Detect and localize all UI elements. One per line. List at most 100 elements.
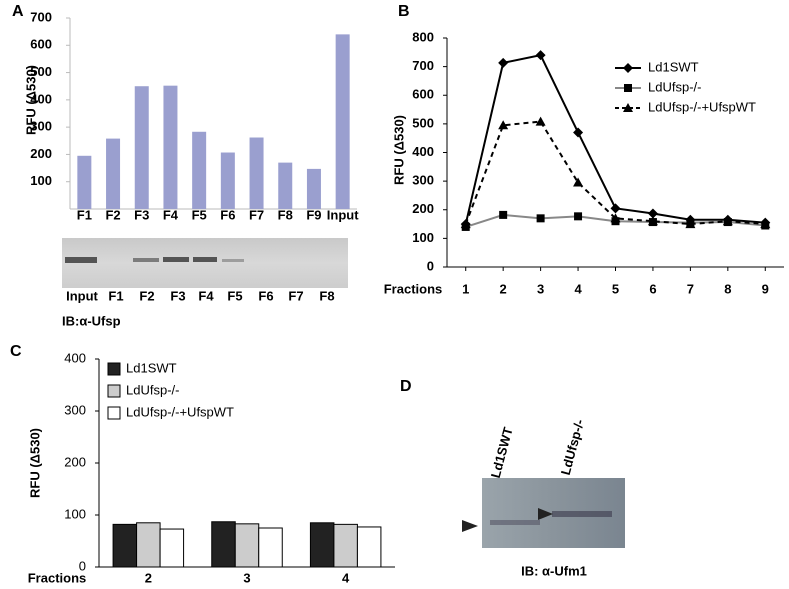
- x-tick-label: 2: [500, 281, 507, 296]
- bar: [192, 131, 207, 209]
- point: [535, 116, 546, 126]
- arrow: [538, 508, 553, 520]
- x-tick-label: 4: [342, 570, 350, 585]
- x-tick-label: 9: [762, 281, 769, 296]
- y-tick-label: 700: [30, 9, 52, 24]
- point: [610, 213, 621, 223]
- bar: [106, 138, 121, 209]
- blot-a-labels: Input F1 F2 F3 F4 F5 F6 F7 F8 IB:α-Ufsp: [62, 288, 335, 328]
- x-tick-label: 3: [537, 281, 544, 296]
- bar: [356, 526, 382, 568]
- bar: [220, 152, 235, 209]
- point: [722, 216, 733, 226]
- y-tick-label: 100: [412, 230, 434, 245]
- legend-label: LdUfsp-/-: [648, 79, 701, 94]
- point: [647, 216, 658, 226]
- x-tick-label: F5: [192, 207, 207, 222]
- point: [760, 219, 771, 229]
- x-tick-label: 8: [724, 281, 731, 296]
- bar: [249, 137, 264, 209]
- legend-swatch: [107, 362, 121, 376]
- bar: [335, 34, 350, 209]
- y-tick-label: 0: [427, 258, 434, 273]
- y-tick-label: 100: [64, 506, 86, 521]
- lane-label: F7: [288, 288, 303, 303]
- bar: [112, 523, 138, 568]
- legend-swatch: [107, 384, 121, 398]
- bar: [278, 162, 293, 209]
- y-tick-label: 300: [64, 402, 86, 417]
- blot-band: [163, 257, 189, 262]
- blot-antibody: IB:α-Ufsp: [62, 313, 121, 328]
- series-line: [464, 120, 766, 226]
- x-tick-label: 7: [687, 281, 694, 296]
- y-tick-label: 200: [64, 454, 86, 469]
- y-tick-label: 300: [30, 119, 52, 134]
- x-axis-label: Fractions: [28, 570, 87, 585]
- legend-marker: [623, 103, 633, 112]
- bar: [309, 522, 335, 568]
- bar: [159, 528, 185, 568]
- x-tick-label: F4: [163, 207, 179, 222]
- lane-label: F8: [319, 288, 334, 303]
- x-tick-label: F2: [105, 207, 120, 222]
- x-tick-label: 3: [243, 570, 250, 585]
- x-tick-label: F3: [134, 207, 149, 222]
- bar: [134, 86, 149, 209]
- y-tick-label: 200: [412, 201, 434, 216]
- blot-band: [193, 257, 217, 262]
- y-tick-label: 100: [30, 173, 52, 188]
- blot-band: [133, 258, 159, 262]
- x-tick-label: F8: [278, 207, 293, 222]
- x-tick-label: Input: [327, 207, 359, 222]
- legend-label: LdUfsp-/-+UfspWT: [126, 404, 234, 419]
- blot-band: [65, 257, 97, 263]
- y-tick-label: 600: [412, 87, 434, 102]
- legend-marker: [623, 63, 633, 73]
- lane-label: F6: [258, 288, 273, 303]
- blot-antibody: IB: α-Ufm1: [521, 563, 587, 578]
- y-tick-label: 500: [412, 115, 434, 130]
- lane-label: F2: [139, 288, 154, 303]
- point: [535, 50, 546, 61]
- lane-label: F3: [170, 288, 185, 303]
- y-axis-label: RFU (Δ530): [391, 115, 406, 185]
- x-tick-label: F7: [249, 207, 264, 222]
- y-tick-label: 700: [412, 58, 434, 73]
- bar: [306, 168, 321, 209]
- point: [573, 127, 584, 138]
- x-tick-label: 5: [612, 281, 619, 296]
- y-tick-label: 300: [412, 173, 434, 188]
- y-tick-label: 400: [412, 144, 434, 159]
- legend-label: LdUfsp-/-: [126, 382, 179, 397]
- panel-label: D: [400, 378, 412, 395]
- y-axis-label: RFU (Δ530): [23, 65, 38, 135]
- blot-image: [62, 238, 348, 288]
- point: [498, 120, 509, 130]
- point: [499, 210, 508, 219]
- lane-label: LdUfsp-/-: [558, 418, 587, 477]
- x-tick-label: 4: [574, 281, 582, 296]
- bar: [258, 527, 283, 568]
- y-tick-label: 800: [412, 29, 434, 44]
- blot-band: [552, 511, 612, 517]
- lane-label: F1: [108, 288, 123, 303]
- series-line: [464, 54, 766, 225]
- point: [685, 219, 696, 229]
- point: [573, 177, 584, 187]
- lane-label: F5: [227, 288, 242, 303]
- y-tick-label: 500: [30, 64, 52, 79]
- legend-marker: [624, 84, 632, 92]
- point: [460, 219, 471, 229]
- y-tick-label: 200: [30, 146, 52, 161]
- x-axis-label: Fractions: [384, 281, 443, 296]
- blot-a: [62, 238, 348, 288]
- lane-label: F4: [198, 288, 214, 303]
- legend-label: Ld1SWT: [648, 59, 699, 74]
- bar: [234, 523, 260, 568]
- bar: [163, 85, 178, 209]
- point: [498, 57, 509, 68]
- y-tick-label: 400: [30, 91, 52, 106]
- legend-label: Ld1SWT: [126, 360, 177, 375]
